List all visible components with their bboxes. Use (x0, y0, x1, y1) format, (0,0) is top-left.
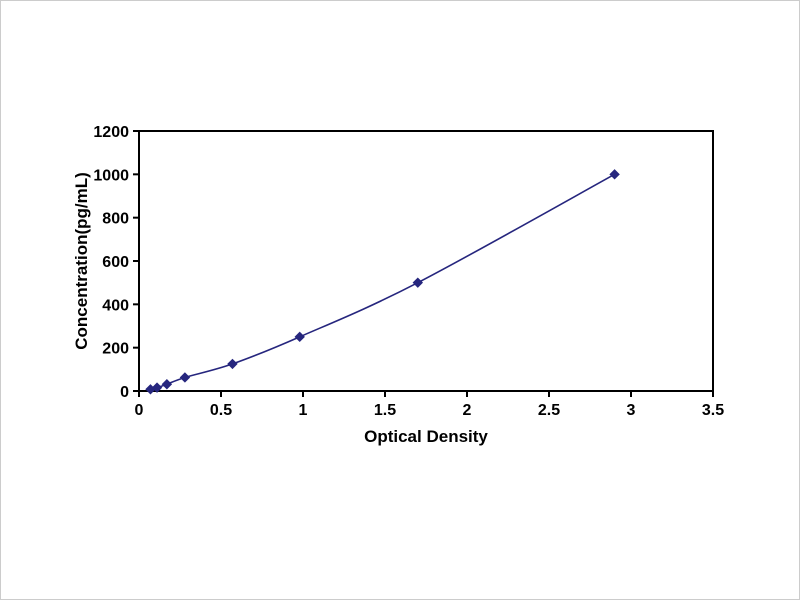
data-point-marker (161, 379, 173, 390)
data-point-marker (412, 277, 424, 288)
y-axis-title: Concentration(pg/mL) (72, 172, 91, 350)
y-tick-label: 1000 (93, 167, 129, 184)
data-point-marker (227, 358, 238, 370)
x-tick-label: 0 (135, 402, 144, 419)
data-point-marker (179, 372, 191, 383)
plot-frame (138, 130, 714, 392)
data-point-marker (609, 169, 620, 180)
y-tick-label: 200 (102, 341, 129, 358)
x-tick-label: 1 (299, 402, 308, 419)
y-tick-label: 1200 (93, 124, 129, 141)
x-axis-title: Optical Density (364, 427, 488, 446)
y-tick-label: 800 (102, 211, 129, 228)
x-tick-label: 2 (463, 402, 472, 419)
x-tick-label: 1.5 (374, 402, 396, 419)
x-tick-label: 2.5 (538, 402, 560, 419)
plot-layer: 0 0.5 1 1.5 2 2.5 3 3.5 0 200 400 600 800 1000 1200 (93, 124, 724, 419)
y-tick-label: 600 (102, 254, 129, 271)
x-tick-label: 0.5 (210, 402, 232, 419)
curve-line (150, 173, 615, 391)
y-tick-label: 400 (102, 297, 129, 314)
y-tick-label: 0 (120, 384, 129, 401)
x-tick-label: 3.5 (702, 402, 724, 419)
data-point-marker (151, 382, 163, 393)
data-point-marker (294, 331, 305, 343)
x-tick-label: 3 (627, 402, 636, 419)
